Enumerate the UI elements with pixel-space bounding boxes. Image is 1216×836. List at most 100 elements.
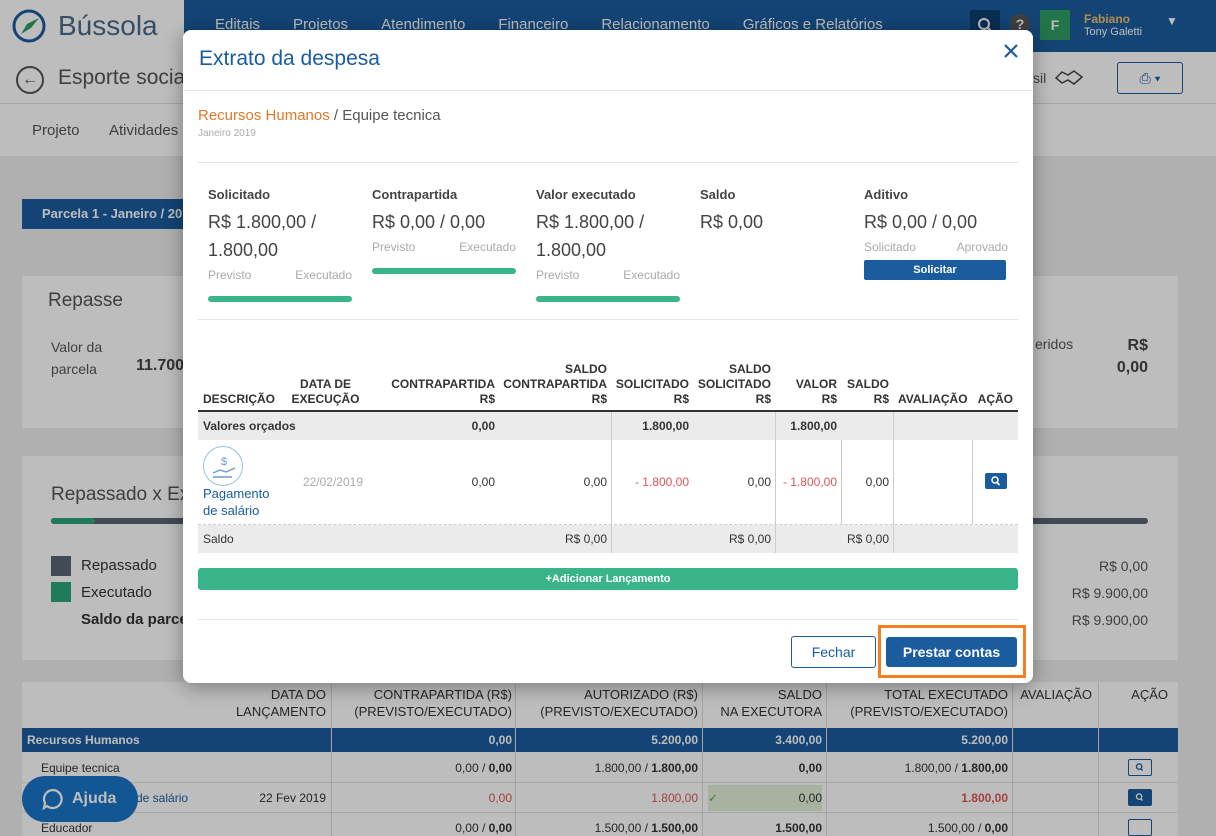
row-total: 1.500,00 / 0,00	[878, 821, 1008, 835]
progress-bar-fill	[51, 518, 95, 524]
th-line: DATA DO	[270, 687, 326, 702]
breadcrumb: Recursos Humanos / Equipe tecnica	[198, 107, 441, 124]
prestar-contas-button[interactable]: Prestar contas	[886, 637, 1017, 667]
main-nav: Editais Projetos Atendimento Financeiro …	[215, 16, 883, 33]
chevron-down-icon[interactable]: ▼	[1166, 14, 1178, 28]
solicitar-button[interactable]: Solicitar	[864, 260, 1006, 280]
print-button[interactable]: ⎙ ▾	[1117, 62, 1183, 94]
saldo-contrapartida: R$ 0,00	[564, 532, 607, 546]
th-saldo-executora: SALDO NA EXECUTORA	[702, 686, 822, 720]
help-chat-button[interactable]: Ajuda	[22, 776, 138, 822]
th-line: R$	[591, 392, 607, 406]
row-total: 1.800,00	[961, 791, 1008, 805]
handshake-icon[interactable]	[1054, 66, 1084, 88]
header-divider	[183, 90, 1033, 91]
footer-divider	[198, 619, 1018, 620]
legend-executado: Executado	[81, 584, 152, 601]
sublabel-previsto: Previsto	[536, 268, 580, 282]
th-acao: AÇÃO	[977, 392, 1013, 406]
page-title: Esporte social	[58, 66, 190, 89]
row-val: 1.800,00 /	[594, 761, 652, 775]
adicionar-lancamento-button[interactable]: +Adicionar Lançamento	[198, 568, 1018, 590]
avatar[interactable]: F	[1040, 10, 1070, 40]
row-total: 1.800,00 / 1.800,00	[878, 761, 1008, 775]
logo[interactable]: Bússola	[0, 0, 184, 52]
user-name[interactable]: Fabiano	[1084, 12, 1131, 26]
lancamento-saldo: 0,00	[865, 475, 889, 489]
tab-projeto[interactable]: Projeto	[32, 122, 80, 139]
chat-bubble-icon	[42, 788, 63, 810]
row-autorizado: 1.800,00 / 1.800,00	[568, 761, 698, 775]
group-row-recursos-humanos: Recursos Humanos 0,00 5.200,00 3.400,00 …	[22, 728, 1178, 752]
row-val-bold: 0,00	[488, 821, 512, 835]
th-contrapartida: CONTRAPARTIDA R$	[368, 377, 495, 407]
summary-progress-bar	[372, 268, 516, 274]
col-divider	[841, 440, 842, 525]
summary-progress-bar	[536, 296, 680, 302]
valor-label-line2: parcela	[51, 361, 97, 377]
help-icon[interactable]: ?	[1010, 14, 1030, 34]
transferidos-amount: 0,00	[1116, 359, 1148, 376]
summary-sublabels: Previsto Executado	[536, 268, 680, 282]
summary-sublabels: Solicitado Aprovado	[864, 240, 1008, 254]
row-name: Educador	[41, 821, 93, 835]
row-saldo-bg	[708, 785, 822, 811]
search-icon	[991, 476, 1001, 486]
sublabel-previsto: Previsto	[372, 240, 416, 254]
table-row: de salário 22 Fev 2019 0,00 1.800,00 ✓ 0…	[22, 783, 1178, 813]
fechar-button[interactable]: Fechar	[791, 636, 876, 668]
tab-atividades[interactable]: Atividades	[109, 122, 179, 139]
th-line: CONTRAPARTIDA (R$)	[373, 687, 512, 702]
group-autorizado: 5.200,00	[651, 733, 698, 747]
nav-editais[interactable]: Editais	[215, 16, 261, 33]
top-navbar: Bússola Editais Projetos Atendimento Fin…	[0, 0, 1216, 52]
th-line: R$	[873, 392, 889, 406]
group-name: Recursos Humanos	[27, 733, 140, 747]
transferidos-value: R$ 0,00	[1110, 335, 1148, 379]
th-line: R$	[821, 392, 837, 406]
table-row: Equipe tecnica 0,00 / 0,00 1.800,00 / 1.…	[22, 753, 1178, 783]
nav-atendimento[interactable]: Atendimento	[381, 16, 466, 33]
summary-aditivo: Aditivo R$ 0,00 / 0,00 Solicitado Aprova…	[864, 187, 1014, 280]
orcados-label: Valores orçados	[203, 419, 296, 433]
th-valor: VALOR R$	[776, 377, 837, 407]
row-val-bold: 0,00	[984, 821, 1008, 835]
nav-projetos[interactable]: Projetos	[293, 16, 349, 33]
th-acao: AÇÃO	[1102, 686, 1168, 703]
view-button[interactable]	[1128, 759, 1152, 776]
view-button[interactable]	[1128, 789, 1152, 806]
row-val: 1.500,00 /	[594, 821, 652, 835]
lancamento-link[interactable]: Pagamento de salário	[203, 485, 293, 519]
row-contrapartida: 0,00	[488, 791, 512, 805]
breadcrumb-parent[interactable]: Recursos Humanos	[198, 107, 330, 124]
nav-graficos[interactable]: Gráficos e Relatórios	[742, 16, 883, 33]
th-line: SALDO	[777, 687, 822, 702]
th-data-lancamento: DATA DO LANÇAMENTO	[222, 686, 326, 720]
lancamento-date: 22/02/2019	[302, 475, 363, 489]
back-button[interactable]: ←	[16, 66, 44, 94]
close-icon[interactable]	[1002, 42, 1020, 60]
group-saldo: 3.400,00	[775, 733, 822, 747]
th-avaliacao: AVALIAÇÃO	[898, 392, 968, 406]
row-contrapartida: 0,00 / 0,00	[402, 761, 512, 775]
saldo-parcela-label: Saldo da parcel	[81, 611, 192, 628]
nav-financeiro[interactable]: Financeiro	[498, 16, 569, 33]
row-name[interactable]: de salário	[136, 791, 189, 805]
money-hand-icon: $	[203, 446, 243, 486]
nav-relacionamento[interactable]: Relacionamento	[601, 16, 710, 33]
view-lancamento-button[interactable]	[985, 473, 1007, 489]
summary-value-line1: R$ 1.800,00 /	[536, 212, 645, 232]
highlight-annotation	[878, 625, 1026, 678]
summary-sublabels: Previsto Executado	[208, 268, 352, 282]
col-divider	[972, 440, 973, 525]
lancamento-name-line2: de salário	[203, 503, 260, 518]
parcela-selector[interactable]: Parcela 1 - Janeiro / 20	[22, 199, 192, 229]
table-row: Educador 0,00 / 0,00 1.500,00 / 1.500,00…	[22, 813, 1178, 836]
divider	[198, 319, 1018, 320]
th-line: VALOR	[795, 377, 837, 391]
sublabel-executado: Executado	[459, 240, 516, 254]
summary-value-line2: 1.800,00	[536, 240, 607, 260]
lancamento-saldo-solicitado: 0,00	[747, 475, 771, 489]
transferidos-label: eridos	[1035, 336, 1074, 352]
th-total-executado: TOTAL EXECUTADO (PREVISTO/EXECUTADO)	[828, 686, 1008, 720]
